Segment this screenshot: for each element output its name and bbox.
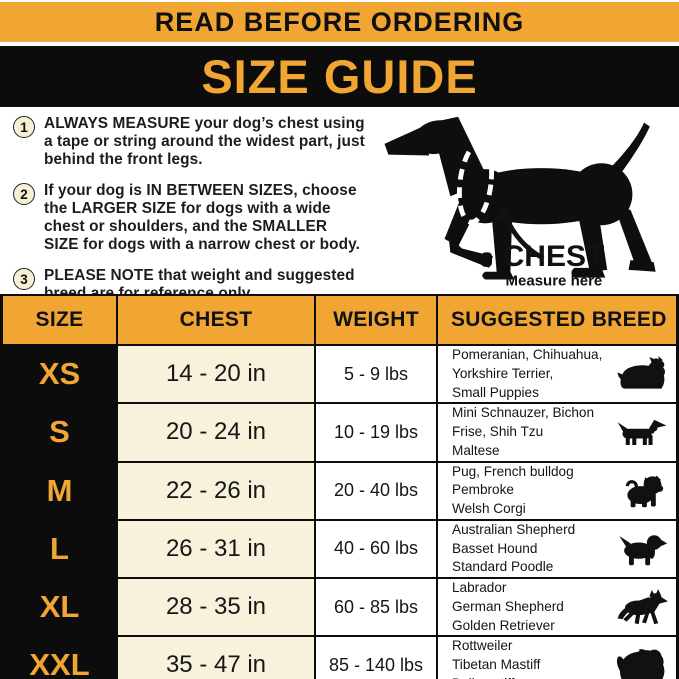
breed-list-xs: Pomeranian, Chihuahua, Yorkshire Terrier… — [452, 347, 603, 400]
size-s: S — [3, 404, 116, 461]
size-xs: XS — [3, 346, 116, 403]
dashed-measure-ellipse-icon — [456, 140, 495, 225]
step-1-badge: 1 — [13, 116, 35, 138]
breed-cell-m: Pug, French bulldog Pembroke Welsh Corgi — [438, 462, 676, 519]
yorkshire-terrier-icon — [616, 355, 668, 393]
pointer-dog-silhouette-icon: CHEST Measure here — [384, 116, 656, 289]
breed-cell-s: Mini Schnauzer, Bichon Frise, Shih Tzu M… — [438, 404, 676, 461]
chest-l: 26 - 31 in — [118, 520, 314, 577]
instruction-item-1: 1 ALWAYS MEASURE your dog’s chest using … — [13, 115, 365, 169]
chest-xs: 14 - 20 in — [118, 346, 314, 403]
breed-list-l: Australian Shepherd Basset Hound Standar… — [452, 521, 576, 575]
breed-cell-l: Australian Shepherd Basset Hound Standar… — [438, 520, 676, 577]
size-guide-title-banner: SIZE GUIDE — [0, 46, 679, 107]
size-xxl: XXL — [3, 637, 116, 679]
header-chest: CHEST — [118, 296, 314, 344]
chest-s: 20 - 24 in — [118, 404, 314, 461]
size-l: L — [3, 520, 116, 577]
chest-xl: 28 - 35 in — [118, 579, 314, 636]
weight-l: 40 - 60 lbs — [316, 520, 436, 577]
header-size: SIZE — [3, 296, 116, 344]
chest-label: CHEST — [503, 240, 605, 273]
mastiff-icon — [616, 646, 668, 679]
breed-cell-xxl: Rottweiler Tibetan Mastiff Bullmastiff — [438, 637, 676, 679]
breed-list-xxl: Rottweiler Tibetan Mastiff Bullmastiff — [452, 638, 541, 679]
weight-xl: 60 - 85 lbs — [316, 579, 436, 636]
instruction-2-text: If your dog is IN BETWEEN SIZES, choose … — [44, 182, 361, 254]
size-m: M — [3, 462, 116, 519]
weight-m: 20 - 40 lbs — [316, 462, 436, 519]
chest-xxl: 35 - 47 in — [118, 637, 314, 679]
dachshund-icon — [616, 413, 668, 451]
german-shepherd-icon — [616, 588, 668, 626]
measure-here-label: Measure here — [506, 272, 603, 289]
chest-m: 22 - 26 in — [118, 462, 314, 519]
basset-hound-icon — [616, 530, 668, 568]
step-2-badge: 2 — [13, 183, 35, 206]
weight-s: 10 - 19 lbs — [316, 404, 436, 461]
header-weight: WEIGHT — [316, 296, 436, 344]
instruction-item-2: 2 If your dog is IN BETWEEN SIZES, choos… — [13, 182, 365, 254]
weight-xxl: 85 - 140 lbs — [316, 637, 436, 679]
instruction-list: 1 ALWAYS MEASURE your dog’s chest using … — [13, 115, 365, 303]
pug-icon — [616, 472, 668, 510]
breed-list-m: Pug, French bulldog Pembroke Welsh Corgi — [452, 463, 574, 517]
measure-arrow-icon — [492, 203, 545, 261]
breed-list-s: Mini Schnauzer, Bichon Frise, Shih Tzu M… — [452, 405, 595, 458]
read-before-ordering-banner: READ BEFORE ORDERING — [0, 2, 679, 42]
page-title: SIZE GUIDE — [201, 50, 478, 103]
weight-xs: 5 - 9 lbs — [316, 346, 436, 403]
read-before-ordering-text: READ BEFORE ORDERING — [154, 6, 525, 37]
instruction-1-text: ALWAYS MEASURE your dog’s chest using a … — [44, 115, 365, 169]
step-3-badge: 3 — [13, 268, 35, 291]
chest-measure-diagram: CHEST Measure here — [372, 111, 672, 295]
size-table: SIZE CHEST WEIGHT SUGGESTED BREED XS 14 … — [0, 294, 679, 679]
breed-cell-xl: Labrador German Shepherd Golden Retrieve… — [438, 579, 676, 636]
breed-cell-xs: Pomeranian, Chihuahua, Yorkshire Terrier… — [438, 346, 676, 403]
header-suggested-breed: SUGGESTED BREED — [438, 296, 676, 344]
size-xl: XL — [3, 579, 116, 636]
breed-list-xl: Labrador German Shepherd Golden Retrieve… — [452, 580, 564, 633]
